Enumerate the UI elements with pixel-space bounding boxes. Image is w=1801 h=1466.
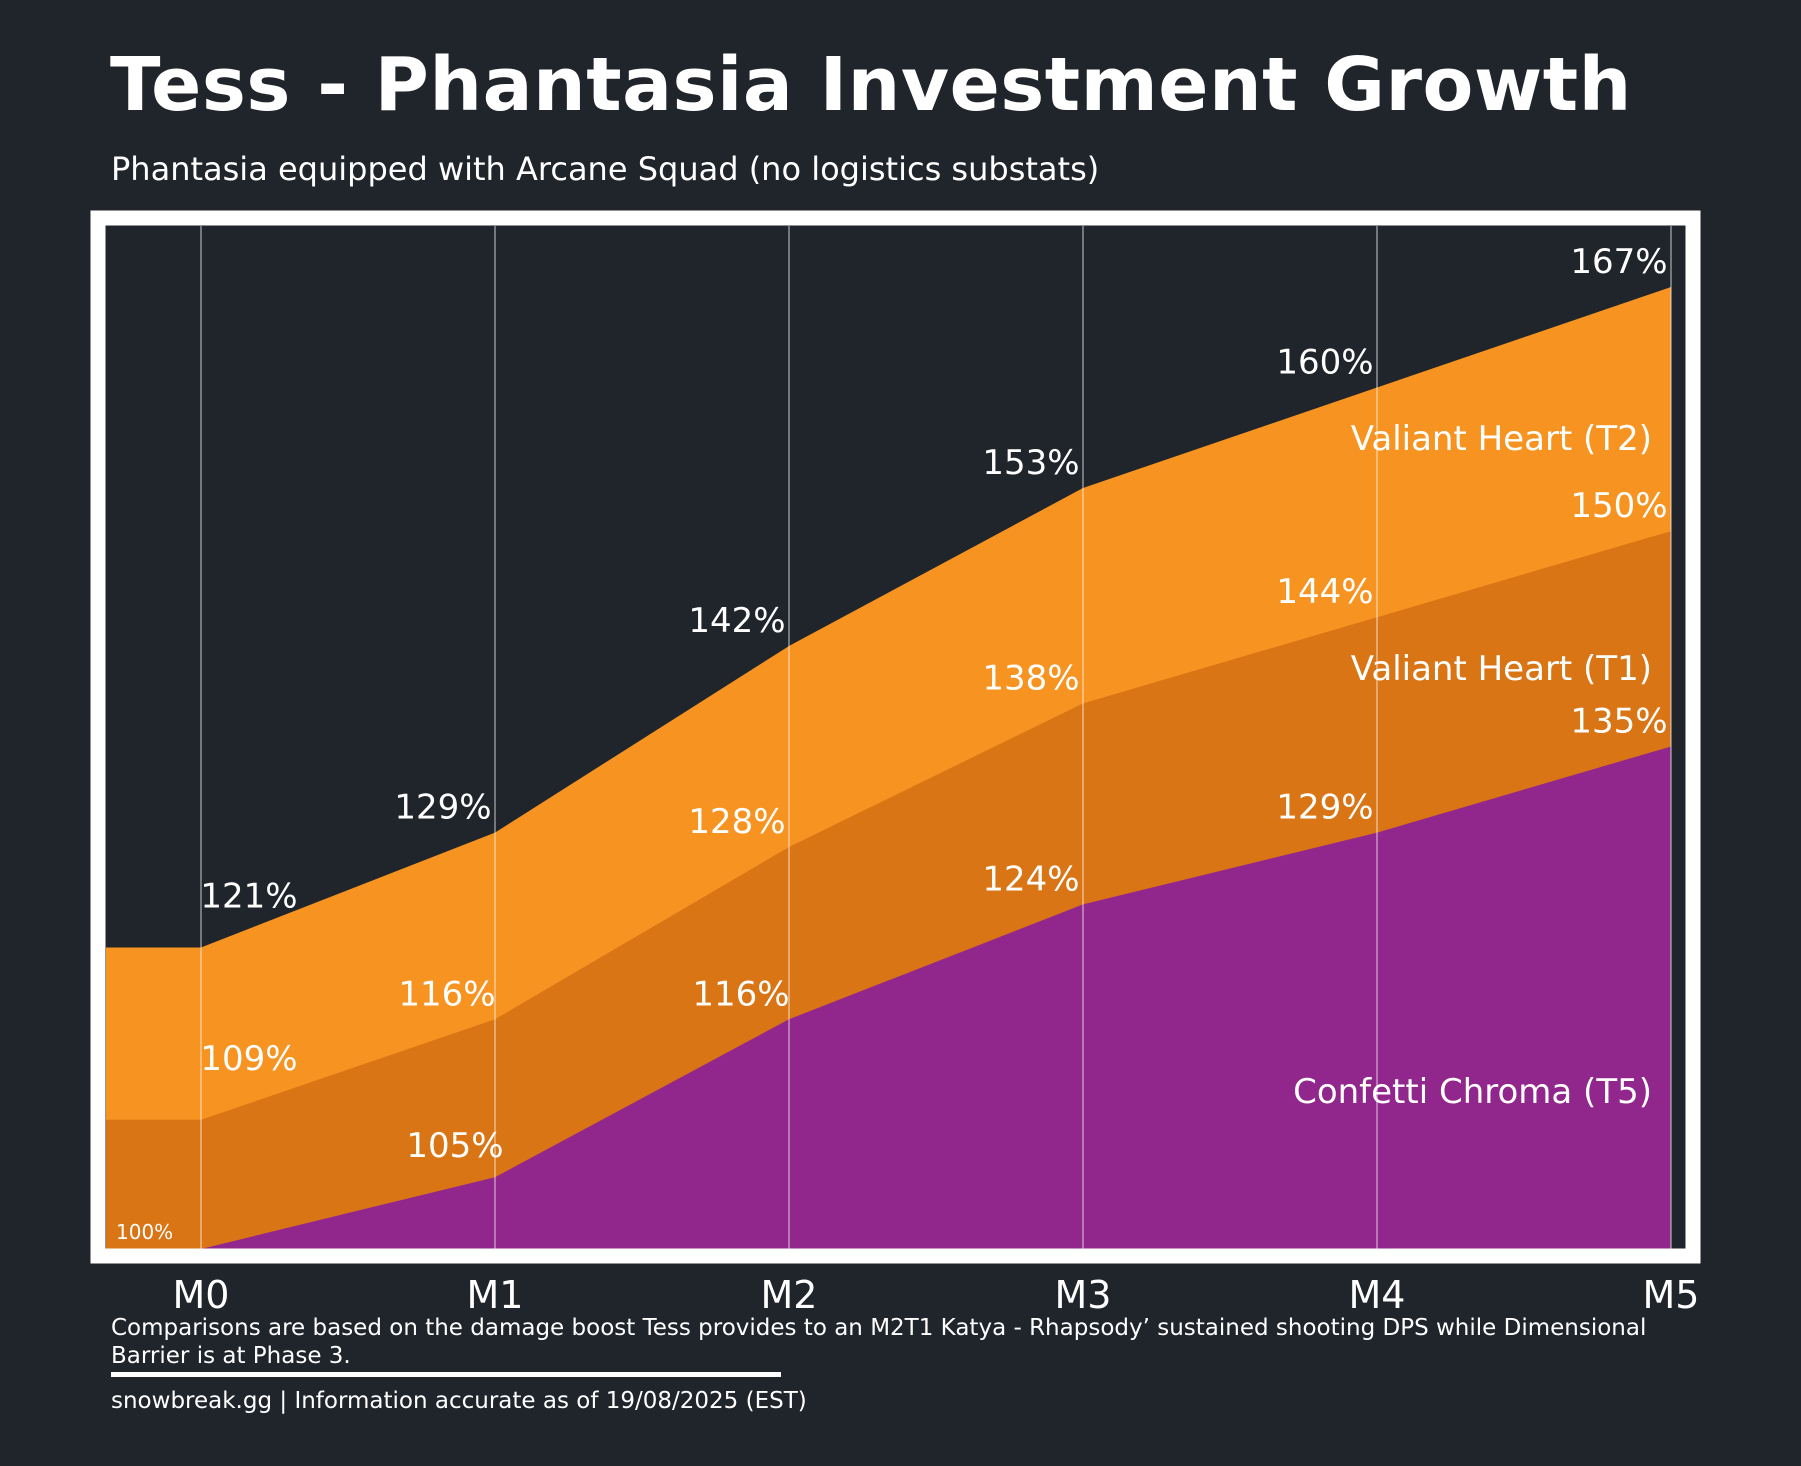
area-confetti-chroma-t5 [106, 746, 1671, 1249]
plot-frame [90, 210, 1701, 1264]
data-label: 116% [398, 974, 495, 1014]
series-label: Valiant Heart (T2) [1351, 419, 1652, 459]
data-label: 105% [406, 1126, 503, 1166]
data-label: 153% [982, 443, 1079, 483]
source-footer: snowbreak.gg | Information accurate as o… [111, 1388, 807, 1414]
series-label: Valiant Heart (T1) [1351, 649, 1652, 689]
data-label: 129% [1276, 788, 1373, 828]
data-label: 128% [688, 802, 785, 842]
data-label: 135% [1570, 701, 1667, 741]
data-label: 129% [394, 788, 491, 828]
data-label: 138% [982, 658, 1079, 698]
data-label: 116% [692, 974, 789, 1014]
data-label: 109% [200, 1039, 297, 1079]
x-tick-label-m1: M1 [467, 1273, 524, 1317]
chart-title: Tess - Phantasia Investment Growth [110, 42, 1632, 128]
x-tick-label-m2: M2 [761, 1273, 818, 1317]
data-label: 142% [688, 601, 785, 641]
data-label: 150% [1570, 486, 1667, 526]
chart-subtitle: Phantasia equipped with Arcane Squad (no… [111, 150, 1100, 188]
data-label: 167% [1570, 242, 1667, 282]
divider [111, 1372, 781, 1377]
x-tick-label-m4: M4 [1349, 1273, 1406, 1317]
x-tick-label-m3: M3 [1055, 1273, 1112, 1317]
data-label: 124% [982, 859, 1079, 899]
footnote: Comparisons are based on the damage boos… [111, 1315, 1647, 1369]
data-label: 121% [200, 876, 297, 916]
baseline-label: 100% [116, 1220, 173, 1244]
x-tick-label-m0: M0 [173, 1273, 230, 1317]
data-label: 144% [1276, 572, 1373, 612]
series-label: Confetti Chroma (T5) [1293, 1072, 1652, 1112]
x-tick-label-m5: M5 [1643, 1273, 1700, 1317]
data-label: 160% [1276, 343, 1373, 383]
